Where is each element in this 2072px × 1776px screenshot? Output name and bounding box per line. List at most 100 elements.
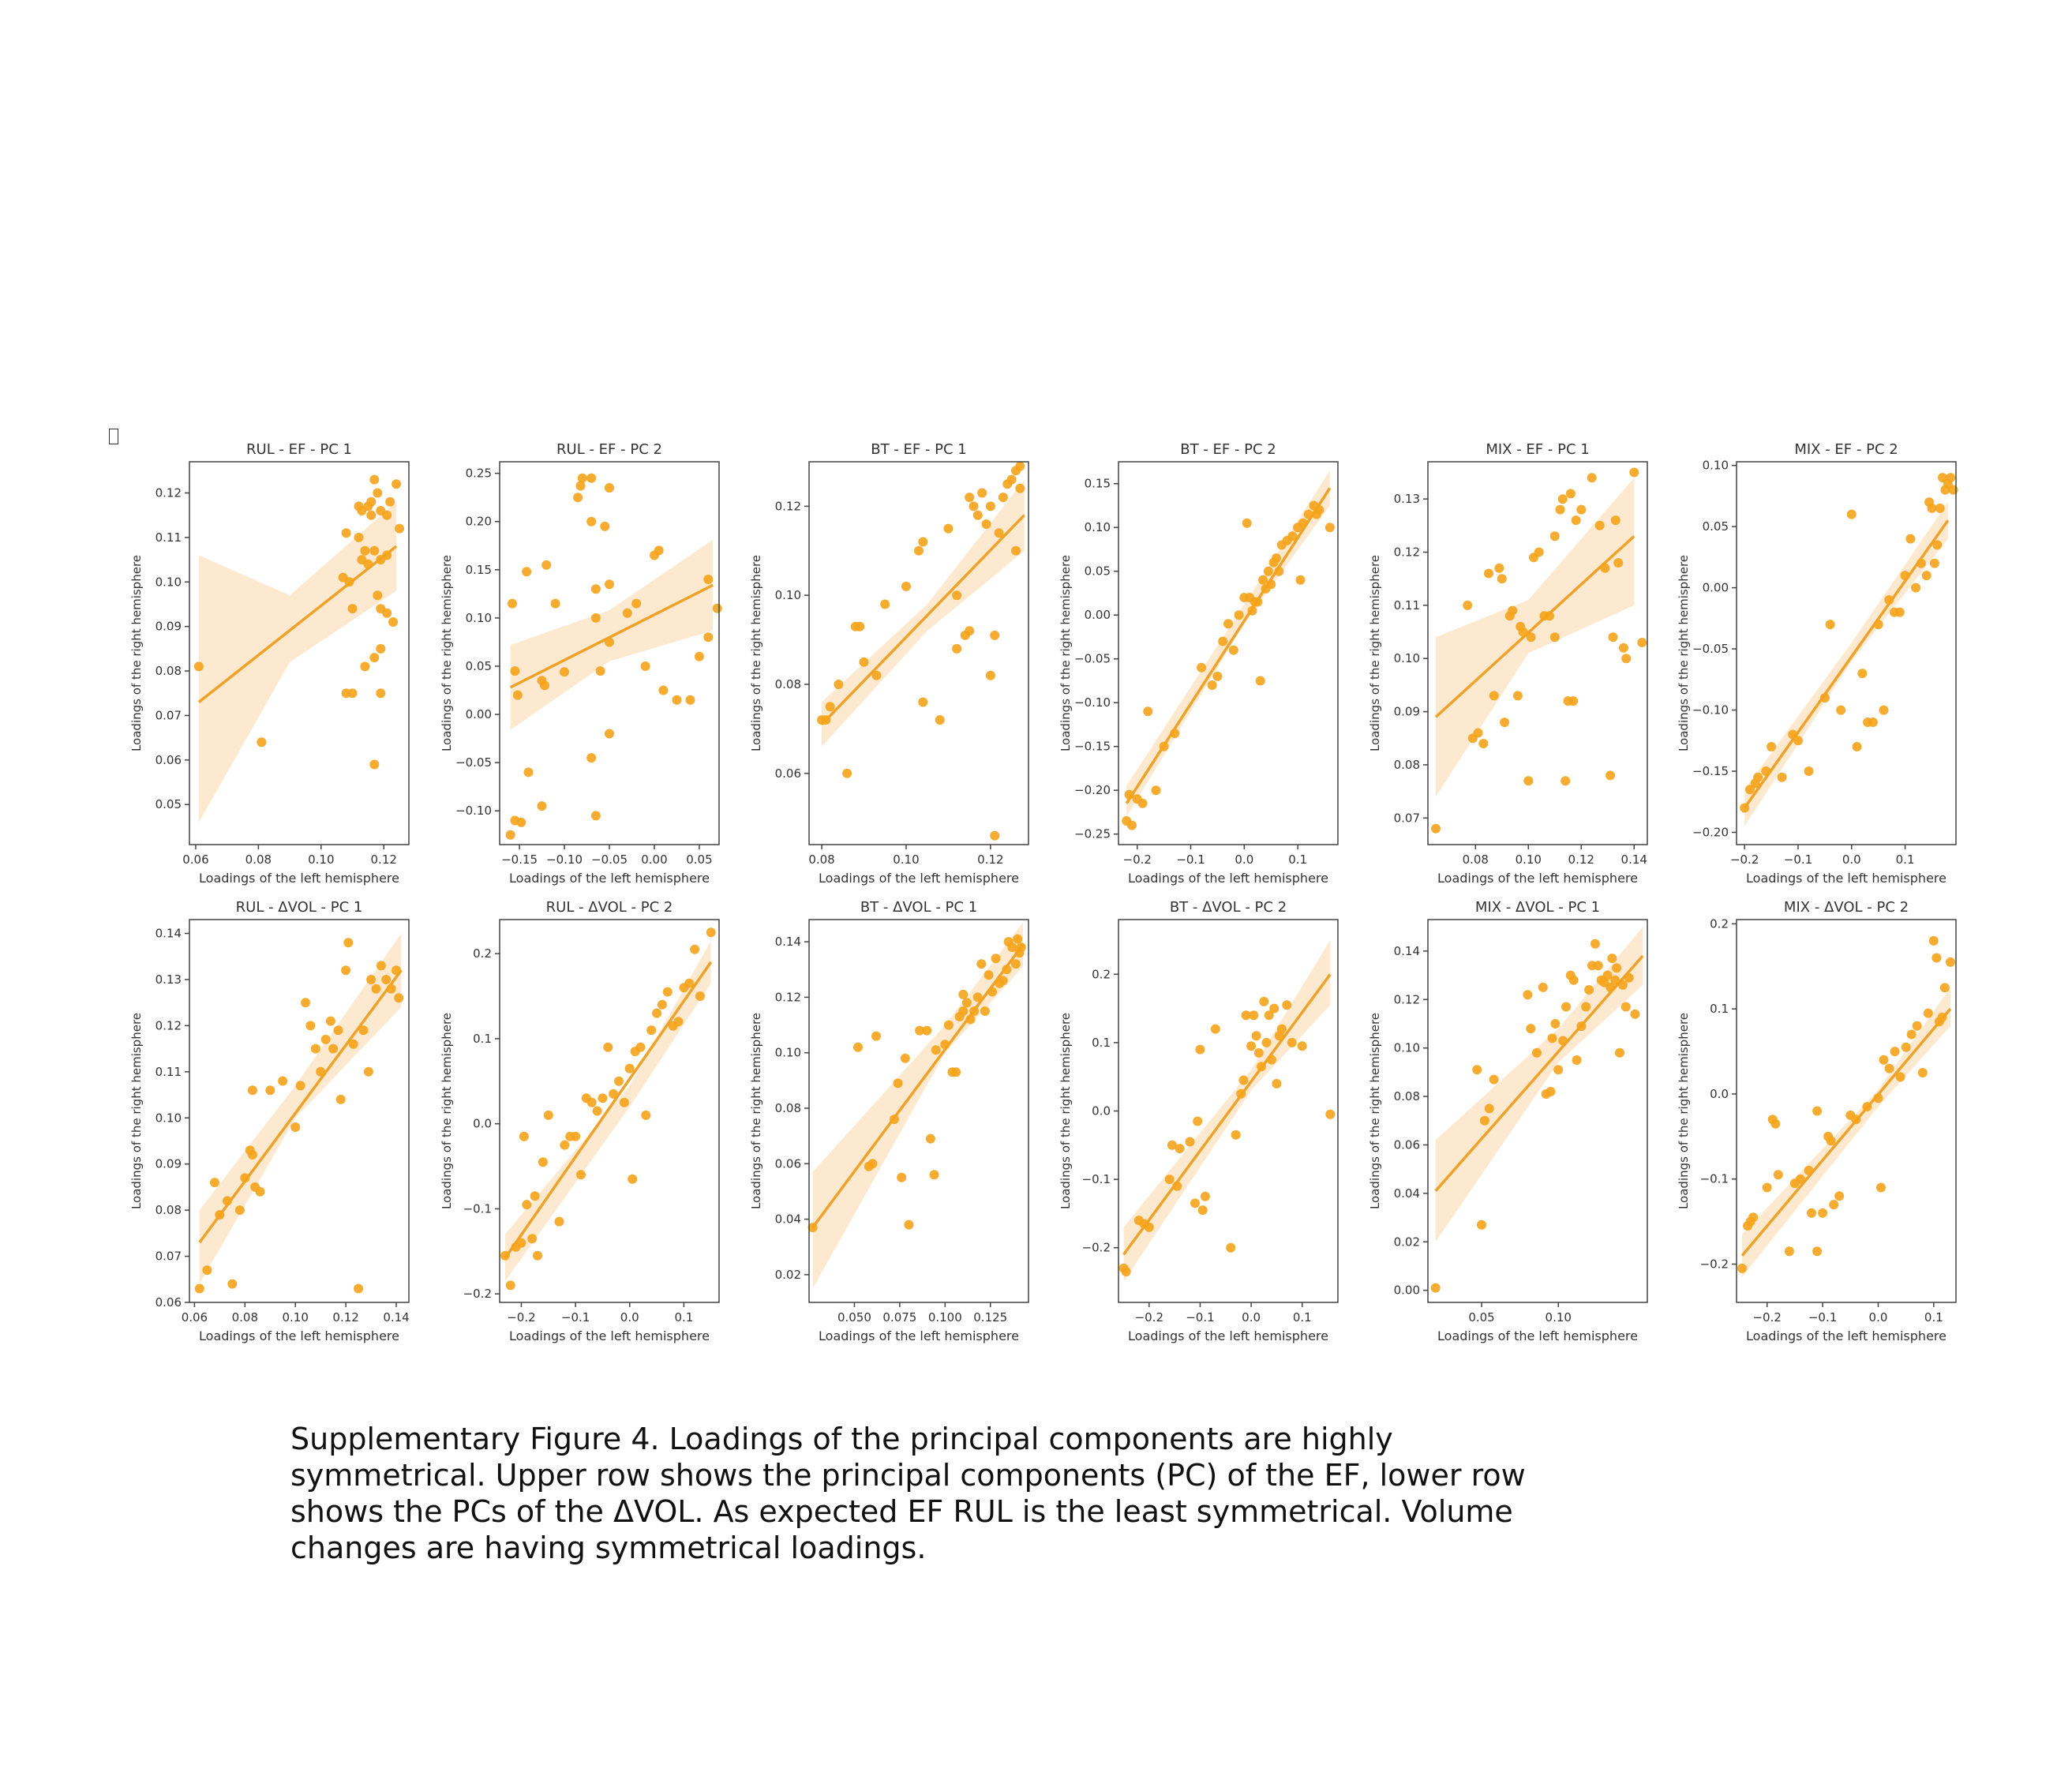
data-point [1218,636,1228,646]
data-point [1773,1170,1783,1180]
data-point [605,637,614,647]
y-tick-label: 0.10 [155,575,182,589]
data-point [1916,558,1926,568]
plot-frame [1736,461,1957,845]
data-point [1282,1000,1292,1010]
data-point [646,1025,657,1036]
data-point [1143,706,1153,717]
y-tick-label: 0.14 [775,935,801,949]
data-point [1561,776,1571,786]
data-point [1303,509,1313,519]
data-point [1912,1021,1922,1031]
data-point [1463,600,1473,610]
data-point [1274,566,1284,576]
data-point [369,474,380,485]
chart-title: BT - EF - PC 1 [871,441,967,458]
data-point [257,737,267,747]
y-tick-label: −0.10 [1692,703,1729,718]
data-point [255,1186,265,1197]
y-tick-label: 0.10 [155,1111,182,1125]
data-point [1553,1065,1564,1075]
y-tick-label: 0.08 [155,664,182,678]
data-point [1600,563,1610,573]
chart-panel-6: −0.2 −0.1 0.0 0.1 −0.20 −0.15 −0.10 −0.05 0.00 0.… [1677,441,1958,886]
data-point [1846,509,1857,519]
data-point [1298,518,1308,528]
data-point [1489,1074,1499,1085]
x-tick-label: −0.1 [1784,852,1812,867]
y-tick-label: −0.15 [1692,764,1729,778]
data-point [695,991,705,1001]
data-point [605,483,614,493]
data-point [1932,540,1943,550]
data-point [369,653,380,663]
data-point [305,1021,316,1031]
y-tick-label: −0.2 [463,1287,492,1301]
x-axis-label: Loadings of the left hemisphere [199,871,399,886]
y-tick-label: 0.12 [155,485,182,500]
data-point [537,801,547,811]
y-axis-label: Loadings of the right hemisphere [129,555,144,751]
data-point [1127,820,1137,830]
data-point [1826,1136,1836,1146]
data-point [1852,742,1862,751]
data-point [871,670,882,680]
data-point [1624,972,1634,983]
data-point [940,1040,950,1050]
data-point [1767,742,1777,751]
data-point [366,975,377,984]
data-point [1137,798,1148,808]
data-point [1927,503,1937,513]
data-point [1555,504,1565,515]
data-point [807,1223,818,1233]
data-point [1253,1047,1264,1058]
data-point [1484,1103,1494,1114]
data-point [1851,1115,1861,1125]
data-point [1526,632,1536,643]
data-point [1753,772,1763,782]
y-tick-label: −0.1 [463,1201,492,1216]
data-point [1266,579,1276,590]
data-point [1948,485,1958,495]
y-tick-label: 0.02 [775,1268,801,1282]
data-point [354,501,364,511]
data-point [961,998,972,1008]
data-point [592,1106,602,1116]
data-point [1590,939,1600,949]
regression-line [820,514,1025,725]
data-point [991,954,1001,964]
data-point [958,989,969,999]
data-point [1207,680,1217,690]
data-point [510,666,520,676]
x-tick-label: −0.2 [1123,852,1152,867]
data-point [316,1066,326,1077]
data-point [215,1210,225,1220]
data-point [310,1043,320,1054]
y-tick-label: 0.05 [1085,564,1111,579]
data-point [880,599,890,609]
data-point [1879,1055,1889,1065]
y-tick-label: 0.10 [1085,520,1111,534]
data-point [210,1178,219,1188]
data-point [1287,531,1298,541]
data-point [586,473,597,483]
x-tick-label: 0.0 [1242,1310,1261,1325]
data-point [1812,1246,1823,1257]
data-point [1016,942,1026,953]
data-point [1223,619,1233,629]
data-point [965,493,975,503]
y-tick-label: 0.25 [466,466,492,481]
data-point [990,830,1000,841]
chart-title: MIX - ΔVOL - PC 2 [1784,899,1909,916]
x-tick-label: 0.1 [1896,852,1915,867]
chart-title: MIX - EF - PC 1 [1486,441,1589,458]
x-axis-label: Loadings of the left hemisphere [509,1328,710,1343]
y-tick-label: 0.2 [473,946,492,961]
data-point [605,729,614,739]
data-point [1873,1093,1883,1103]
data-point [590,613,601,623]
data-point [641,1110,651,1120]
x-axis-label: Loadings of the left hemisphere [509,871,710,886]
data-point [395,523,405,534]
data-point [369,545,380,556]
